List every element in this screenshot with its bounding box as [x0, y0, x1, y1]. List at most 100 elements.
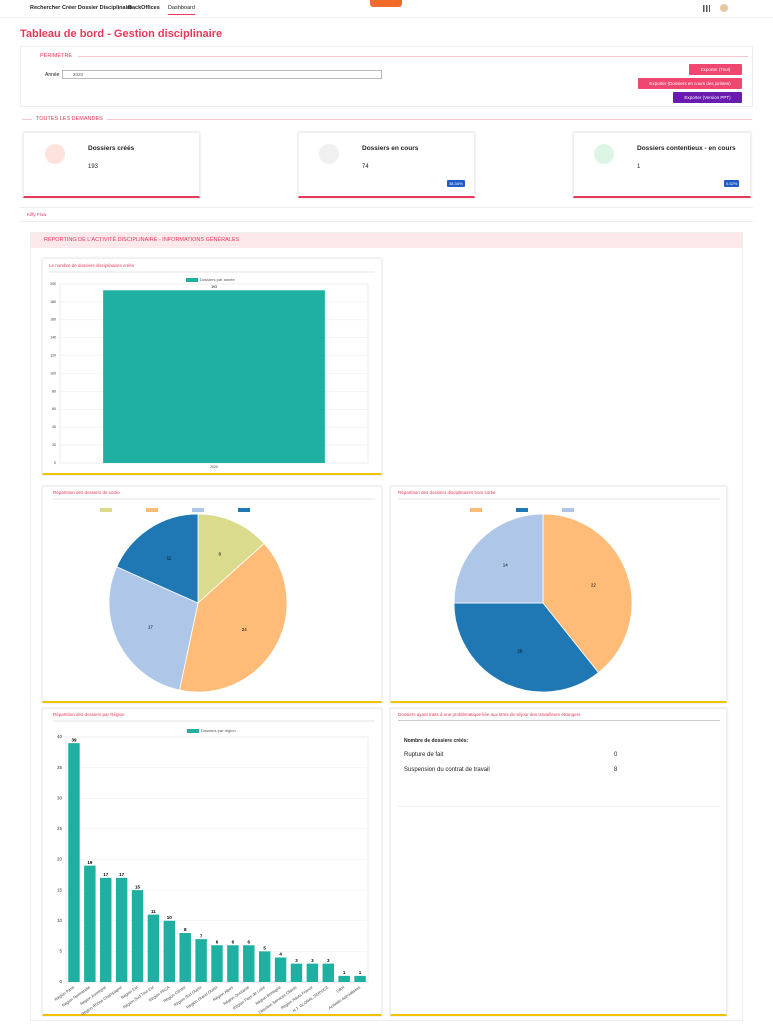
- title-rule: [398, 720, 720, 721]
- data-label: 22: [591, 583, 597, 588]
- bar: [243, 945, 255, 982]
- data-label: 3: [327, 958, 330, 963]
- data-label: 1: [343, 970, 346, 975]
- y-tick-label: 100: [50, 371, 56, 375]
- bar: [100, 877, 112, 982]
- data-label: 8: [184, 927, 187, 932]
- card-value: 1: [637, 164, 641, 170]
- divider: [20, 207, 753, 208]
- year-input[interactable]: 2020: [62, 70, 382, 79]
- nav-bar: [0, 0, 773, 18]
- legend-label: Dossiers par année: [200, 277, 235, 282]
- bar: [84, 865, 96, 982]
- data-label: 1: [359, 970, 362, 975]
- table-cell: Rupture de fait: [404, 752, 444, 758]
- bar: [306, 963, 319, 982]
- bar: [290, 963, 303, 982]
- y-tick-label: 40: [57, 734, 63, 739]
- card-badge: 38.34%: [447, 180, 465, 187]
- bar: [103, 290, 325, 463]
- card-title: Dossiers contentieux - en cours: [637, 145, 736, 152]
- flow-label: Kiffy Flow: [27, 212, 47, 217]
- export-button[interactable]: Exporter (Version PPT): [673, 92, 742, 103]
- data-label: 6: [216, 939, 219, 944]
- stat-card: [573, 132, 751, 198]
- pie-slice: [453, 513, 544, 604]
- panel-header[interactable]: [31, 233, 742, 248]
- chart-title: Répartition des dossiers par Région: [53, 712, 125, 717]
- data-label: 14: [503, 562, 509, 567]
- data-label: 10: [167, 915, 173, 920]
- y-tick-label: 10: [57, 918, 63, 923]
- nav-item[interactable]: Créer Dossier Disciplinaire: [62, 5, 133, 11]
- bar: [115, 877, 128, 982]
- bar: [195, 939, 207, 982]
- section-rule: [22, 119, 32, 120]
- section-rule: [78, 56, 748, 57]
- bar: [258, 951, 271, 982]
- card-badge: 0.52%: [724, 180, 740, 187]
- bar: [163, 920, 176, 982]
- chart-title: Répartition des dossiers de sortie: [53, 490, 120, 495]
- x-tick-label: 2020: [210, 465, 218, 469]
- nav-item[interactable]: Dashboard: [168, 5, 195, 15]
- table-cell: Suspension du contrat de travail: [404, 767, 490, 773]
- y-tick-label: 80: [52, 389, 56, 393]
- panel-title: REPORTING DE L'ACTIVITÉ DISCIPLINAIRE - …: [44, 237, 240, 243]
- nav-item[interactable]: Rechercher: [30, 5, 61, 11]
- data-label: 6: [248, 939, 251, 944]
- pie-slice: [197, 513, 265, 604]
- legend-swatch: [186, 278, 198, 282]
- y-tick-label: 25: [57, 826, 63, 831]
- y-tick-label: 0: [59, 979, 62, 984]
- y-tick-label: 120: [50, 354, 56, 358]
- card-icon: [594, 144, 614, 164]
- legend-swatch: [146, 508, 158, 512]
- data-label: 4: [279, 952, 282, 957]
- data-label: 17: [103, 872, 109, 877]
- table-title: Dossiers ayant traits à une problématiqu…: [398, 712, 581, 717]
- pie-slice: [179, 542, 288, 693]
- data-label: 17: [119, 872, 125, 877]
- stat-card: [23, 132, 200, 198]
- bar: [354, 975, 366, 982]
- stat-card: [298, 132, 475, 198]
- export-button[interactable]: Exporter (Tout): [689, 64, 742, 75]
- bar: [338, 975, 350, 982]
- bar: [68, 743, 80, 982]
- legend-label: Dossiers par région: [201, 728, 236, 733]
- data-label: 15: [135, 884, 141, 889]
- export-button[interactable]: Exporter (Dossiers en cours des juristes…: [638, 78, 742, 89]
- y-tick-label: 30: [57, 795, 63, 800]
- pie-slice: [453, 602, 600, 693]
- section-rule: [107, 119, 752, 120]
- data-label: 19: [87, 860, 93, 865]
- bar: [179, 933, 191, 982]
- nav-item[interactable]: BackOffices: [128, 5, 160, 11]
- data-label: 20: [517, 648, 523, 653]
- bar: [211, 945, 223, 982]
- data-label: 6: [232, 939, 235, 944]
- chart-title: Répartition des dossiers disciplinaires …: [398, 490, 496, 495]
- y-tick-label: 0: [54, 461, 56, 465]
- y-tick-label: 180: [50, 300, 56, 304]
- table-box: [390, 708, 727, 1016]
- y-tick-label: 35: [57, 765, 63, 770]
- y-tick-label: 20: [52, 443, 56, 447]
- bar: [131, 890, 144, 982]
- table-rule: [398, 806, 720, 807]
- data-label: 7: [200, 933, 203, 938]
- section-title: TOUTES LES DEMANDES: [36, 116, 103, 122]
- y-tick-label: 20: [57, 857, 63, 862]
- avatar[interactable]: [720, 4, 728, 12]
- y-tick-label: 160: [50, 318, 56, 322]
- pie-slice: [542, 513, 633, 674]
- center-pill[interactable]: [370, 0, 402, 7]
- table-header: Nombre de dossiers créés:: [404, 738, 469, 744]
- bar: [274, 957, 287, 982]
- y-tick-label: 60: [52, 407, 56, 411]
- data-label: 11: [167, 555, 172, 560]
- bar: [322, 963, 334, 982]
- apps-icon[interactable]: [703, 5, 710, 12]
